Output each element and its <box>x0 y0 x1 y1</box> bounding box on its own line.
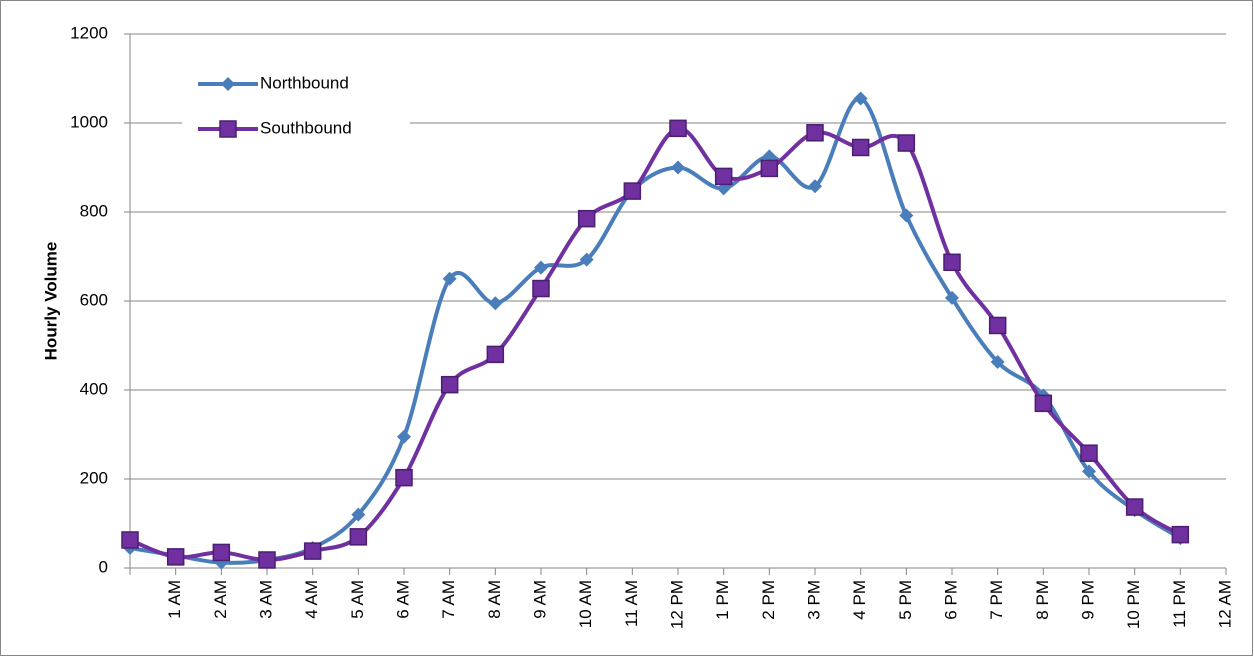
x-tick-label: 5 AM <box>348 580 367 619</box>
x-tick-label: 3 AM <box>256 580 275 619</box>
marker <box>760 159 779 178</box>
marker <box>534 260 548 275</box>
x-tick-label: 6 PM <box>941 580 960 620</box>
marker <box>121 531 139 549</box>
marker <box>397 429 411 444</box>
marker <box>671 160 685 175</box>
marker <box>851 138 870 157</box>
y-tick-label: 400 <box>80 379 108 398</box>
y-tick-label: 0 <box>99 557 108 576</box>
x-tick-label: 1 AM <box>165 580 184 619</box>
y-axis-title: Hourly Volume <box>41 242 60 361</box>
marker <box>488 296 503 311</box>
y-tick-label: 200 <box>80 468 108 487</box>
legend-label: Southbound <box>260 118 352 137</box>
marker <box>943 253 961 272</box>
marker <box>532 279 550 298</box>
x-tick-label: 11 PM <box>1170 580 1189 628</box>
marker <box>1082 464 1096 479</box>
marker <box>1034 394 1053 413</box>
marker <box>258 551 276 569</box>
x-tick-label: 2 PM <box>759 580 778 620</box>
marker <box>669 119 687 138</box>
x-tick-label: 3 PM <box>804 580 823 620</box>
x-tick-label: 10 PM <box>1124 580 1143 629</box>
marker <box>212 543 231 562</box>
marker <box>1171 525 1190 544</box>
x-tick-label: 8 PM <box>1033 580 1052 620</box>
marker <box>579 252 594 267</box>
marker <box>166 548 185 566</box>
marker <box>714 167 733 186</box>
marker <box>577 209 596 228</box>
marker <box>349 528 368 546</box>
x-tick-label: 4 PM <box>850 580 869 620</box>
legend-marker <box>219 120 237 138</box>
x-tick-label: 9 PM <box>1078 580 1097 620</box>
marker <box>990 354 1005 369</box>
marker <box>1125 498 1144 516</box>
x-tick-label: 12 PM <box>667 580 686 629</box>
marker <box>808 179 822 194</box>
y-tick-label: 800 <box>80 201 108 220</box>
x-tick-label: 5 PM <box>896 580 915 620</box>
marker <box>623 182 642 200</box>
marker <box>303 542 322 560</box>
marker <box>853 91 868 106</box>
y-tick-label: 600 <box>80 290 108 309</box>
x-tick-label: 11 AM <box>622 580 641 627</box>
x-tick-label: 8 AM <box>485 580 504 619</box>
marker <box>806 124 824 142</box>
x-tick-label: 10 AM <box>576 580 595 628</box>
legend-marker <box>221 77 235 91</box>
x-tick-label: 1 PM <box>713 580 732 620</box>
y-tick-label: 1200 <box>70 23 108 42</box>
marker <box>899 208 914 223</box>
x-tick-label: 12 AM <box>1215 580 1234 628</box>
marker <box>988 316 1007 335</box>
x-tick-label: 2 AM <box>211 580 230 619</box>
marker <box>442 271 457 286</box>
x-tick-label: 7 PM <box>987 580 1006 620</box>
marker <box>945 290 959 305</box>
y-tick-label: 1000 <box>70 112 108 131</box>
x-tick-label: 9 AM <box>530 580 549 619</box>
x-tick-label: 4 AM <box>302 580 321 619</box>
x-tick-label: 7 AM <box>439 580 458 619</box>
marker <box>395 468 413 487</box>
marker <box>897 134 916 152</box>
marker <box>351 507 366 522</box>
marker <box>440 375 459 394</box>
legend-label: Northbound <box>260 73 349 92</box>
x-tick-label: 6 AM <box>393 580 412 619</box>
marker <box>1080 444 1098 462</box>
marker <box>486 345 505 364</box>
